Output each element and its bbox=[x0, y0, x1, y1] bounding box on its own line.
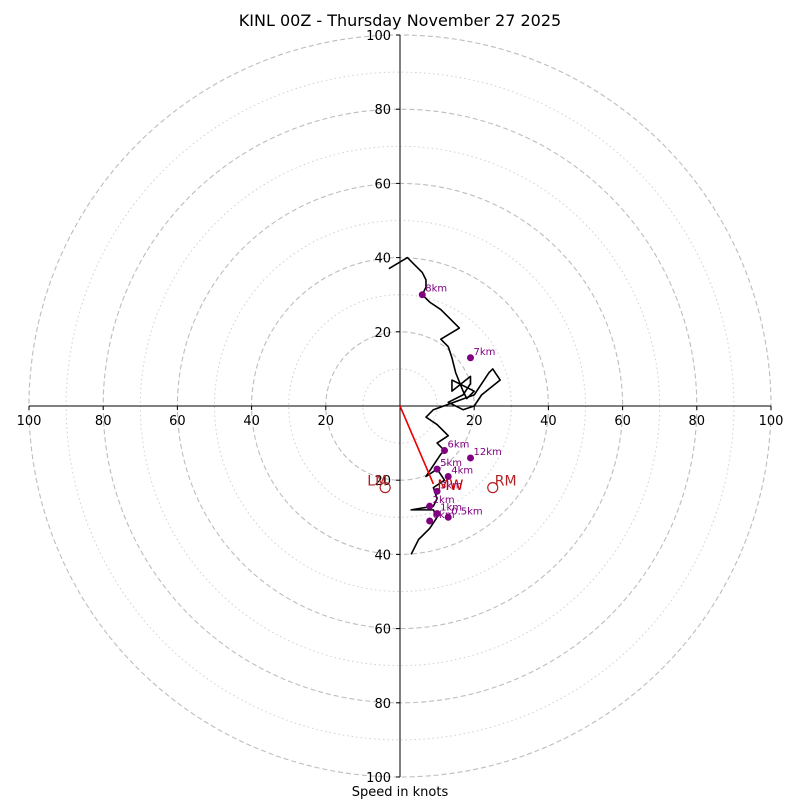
height-marker-label: 8km bbox=[425, 284, 447, 295]
y-tick-label: 80 bbox=[374, 103, 391, 118]
height-marker-dot bbox=[466, 454, 474, 462]
x-tick-label: 60 bbox=[614, 414, 631, 429]
height-marker-dot bbox=[444, 513, 452, 521]
x-tick-label: 80 bbox=[95, 414, 112, 429]
height-marker-label: 1km bbox=[440, 503, 462, 514]
height-marker-label: 6km bbox=[448, 440, 470, 451]
y-tick-label: 40 bbox=[374, 252, 391, 267]
y-tick-label: 40 bbox=[374, 548, 391, 563]
x-tick-label: 20 bbox=[466, 414, 483, 429]
y-tick-label: 100 bbox=[366, 29, 391, 44]
y-tick-label: 80 bbox=[374, 697, 391, 712]
x-tick-label: 20 bbox=[318, 414, 335, 429]
storm-motion-label-rm: RM bbox=[495, 474, 517, 490]
y-tick-label: 20 bbox=[374, 474, 391, 489]
mean-wind-label: MW bbox=[437, 478, 463, 494]
storm-motion-marker-rm bbox=[487, 482, 499, 494]
y-tick-label: 60 bbox=[374, 177, 391, 192]
height-marker-dot bbox=[426, 517, 434, 525]
shear-vector bbox=[399, 405, 435, 485]
x-tick-label: 100 bbox=[17, 414, 42, 429]
x-tick-label: 80 bbox=[689, 414, 706, 429]
chart-title: KINL 00Z - Thursday November 27 2025 bbox=[239, 11, 561, 30]
height-marker-dot bbox=[433, 465, 441, 473]
height-marker-label: 12km bbox=[473, 447, 501, 458]
x-tick-label: 40 bbox=[540, 414, 557, 429]
height-marker-dot bbox=[441, 447, 449, 455]
storm-motions: LM RM MW bbox=[367, 474, 516, 494]
height-marker-label: 0km bbox=[433, 510, 455, 521]
storm-motion-label-lm: LM bbox=[367, 474, 387, 490]
height-marker-label: 7km bbox=[473, 347, 495, 358]
y-tick-label: 20 bbox=[374, 326, 391, 341]
height-marker-dot bbox=[433, 510, 441, 518]
height-marker-label: 5km bbox=[440, 458, 462, 469]
x-axis-label: Speed in knots bbox=[352, 785, 449, 800]
height-marker-label: 2km bbox=[433, 495, 455, 506]
height-marker-dot bbox=[433, 487, 441, 495]
height-marker-dot bbox=[444, 472, 452, 480]
height-marker-label: 4km bbox=[451, 465, 473, 476]
y-tick-label: 60 bbox=[374, 623, 391, 638]
height-marker-dot bbox=[466, 354, 474, 362]
y-tick-label: 100 bbox=[366, 771, 391, 786]
height-marker-label: 3km bbox=[440, 480, 462, 491]
height-marker-label: 0.5km bbox=[451, 506, 482, 517]
height-marker-dot bbox=[418, 291, 426, 299]
x-tick-label: 100 bbox=[759, 414, 784, 429]
x-tick-label: 60 bbox=[169, 414, 186, 429]
tick-labels: 100 80 60 40 20 20 40 60 80 100 100 80 60 40 20 20 40 60 8… bbox=[17, 29, 784, 786]
x-tick-label: 40 bbox=[243, 414, 260, 429]
height-marker-dot bbox=[426, 502, 434, 510]
storm-motion-marker-lm bbox=[379, 482, 391, 494]
